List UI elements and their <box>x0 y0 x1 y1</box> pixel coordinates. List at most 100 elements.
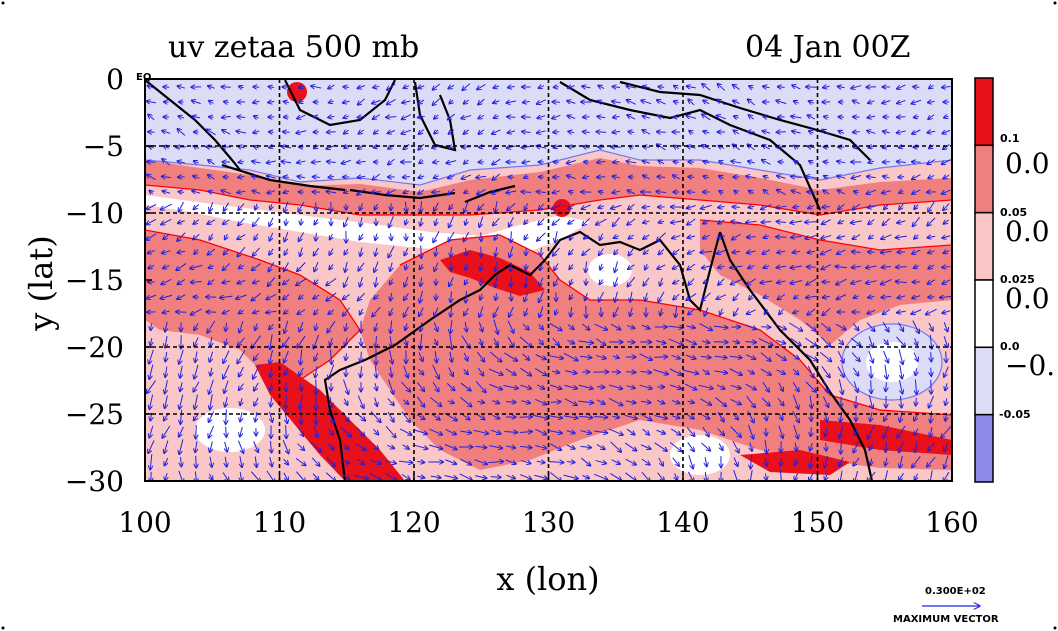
wind-vector <box>687 236 696 238</box>
wind-vector <box>687 146 696 148</box>
wind-vector <box>176 147 187 148</box>
wind-vector <box>941 159 951 165</box>
wind-vector <box>912 320 919 334</box>
wind-vector <box>207 248 216 255</box>
wind-vector <box>777 176 786 179</box>
wind-vector <box>821 235 832 238</box>
wind-vector <box>341 159 351 163</box>
wind-vector <box>206 147 217 148</box>
wind-vector <box>522 131 531 132</box>
wind-vector <box>402 101 411 103</box>
wind-vector <box>161 218 172 224</box>
wind-vector <box>553 87 559 88</box>
wind-vector <box>177 161 185 163</box>
wind-vector <box>436 293 437 301</box>
y-tick-label: −30 <box>65 465 124 498</box>
wind-vector <box>568 131 575 132</box>
colorbar-swatch <box>974 346 994 416</box>
y-tick-label: −20 <box>65 331 124 364</box>
wind-vector <box>478 203 485 211</box>
wind-vector <box>882 131 890 133</box>
wind-vector <box>146 101 157 103</box>
wind-vector <box>375 233 377 240</box>
wind-vector <box>314 308 319 315</box>
wind-vector <box>208 160 215 165</box>
wind-vector <box>389 308 392 315</box>
wind-vector <box>866 322 875 332</box>
y-tick-label: −5 <box>83 130 124 163</box>
wind-vector <box>195 351 197 362</box>
wind-vector <box>509 306 514 317</box>
wind-vector <box>357 85 366 88</box>
wind-vector <box>193 176 200 179</box>
wind-vector <box>673 101 679 103</box>
wind-vector <box>522 101 530 102</box>
y-axis-label: y (lat) <box>22 235 60 331</box>
wind-vector <box>495 262 497 271</box>
wind-vector <box>836 249 846 254</box>
wind-vector <box>147 250 155 253</box>
wind-vector <box>657 264 666 269</box>
wind-vector <box>598 85 605 88</box>
wind-vector <box>610 323 621 330</box>
wind-vector <box>539 291 544 302</box>
wind-vector <box>867 310 876 314</box>
wind-vector <box>654 357 667 358</box>
wind-vector <box>177 294 186 300</box>
wind-vector <box>326 191 337 193</box>
wind-vector <box>856 395 857 408</box>
wind-vector <box>358 130 365 134</box>
coast-java <box>221 163 346 192</box>
wind-vector <box>434 307 439 317</box>
wind-vector <box>300 247 303 256</box>
wind-vector <box>732 101 740 104</box>
wind-vector <box>150 338 152 346</box>
wind-vector <box>315 323 317 330</box>
wind-vector <box>330 349 331 365</box>
wind-vector <box>223 364 230 379</box>
wind-vector <box>266 311 277 312</box>
wind-vector <box>177 251 186 252</box>
wind-vector <box>252 161 261 163</box>
wind-vector <box>958 236 964 238</box>
wind-vector <box>792 251 800 252</box>
wind-vector <box>882 101 891 104</box>
wind-vector <box>882 309 891 315</box>
wind-vector <box>597 116 606 117</box>
wind-vector <box>791 190 801 193</box>
wind-vector <box>658 87 665 88</box>
wind-vector <box>731 233 741 240</box>
wind-vector <box>820 336 830 347</box>
wind-vector <box>448 130 455 134</box>
wind-vector <box>790 221 803 223</box>
wind-vector <box>958 192 965 193</box>
wind-vector <box>896 131 906 133</box>
wind-vector <box>931 367 932 377</box>
wind-vector <box>598 206 605 209</box>
wind-vector <box>359 233 363 240</box>
wind-vector <box>328 85 335 89</box>
wind-vector <box>643 221 650 223</box>
wind-vector <box>580 356 592 357</box>
wind-vector <box>854 191 859 193</box>
wind-vector <box>912 174 921 180</box>
wind-vector <box>600 263 602 270</box>
wind-vector <box>612 356 620 358</box>
wind-vector <box>535 354 547 360</box>
wind-vector <box>361 351 362 363</box>
wind-vector <box>298 232 305 241</box>
wind-vector <box>958 218 964 226</box>
wind-vector <box>642 116 651 118</box>
wind-vector <box>554 263 559 270</box>
white-patch-south-central <box>670 435 730 475</box>
wind-vector <box>686 326 696 328</box>
wind-vector <box>822 129 831 136</box>
wind-vector <box>192 191 201 194</box>
wind-vector <box>504 352 517 361</box>
wind-vector <box>657 177 666 178</box>
wind-vector <box>208 117 214 118</box>
wind-vector <box>223 219 230 225</box>
wind-vector <box>550 402 561 403</box>
wind-vector <box>943 203 950 210</box>
wind-vector <box>193 204 200 209</box>
